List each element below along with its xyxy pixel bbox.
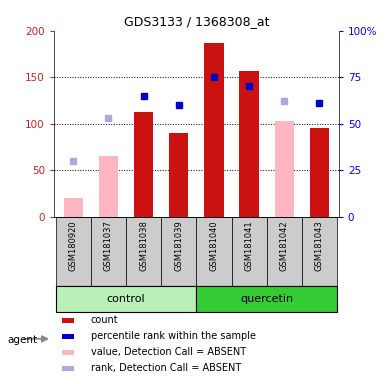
Text: agent: agent — [8, 335, 38, 345]
Text: GSM181039: GSM181039 — [174, 220, 183, 271]
Text: percentile rank within the sample: percentile rank within the sample — [91, 331, 256, 341]
Bar — [62, 318, 74, 323]
Text: GSM181041: GSM181041 — [244, 220, 254, 271]
Bar — [204, 43, 224, 217]
Bar — [310, 128, 329, 217]
Bar — [169, 133, 188, 217]
Bar — [56, 217, 91, 286]
Title: GDS3133 / 1368308_at: GDS3133 / 1368308_at — [124, 15, 269, 28]
Bar — [134, 112, 153, 217]
Bar — [161, 217, 196, 286]
Text: GSM181038: GSM181038 — [139, 220, 148, 271]
Bar — [302, 217, 337, 286]
Text: value, Detection Call = ABSENT: value, Detection Call = ABSENT — [91, 348, 246, 358]
Text: GSM181042: GSM181042 — [280, 220, 289, 271]
Bar — [99, 156, 118, 217]
Bar — [231, 217, 267, 286]
Bar — [62, 350, 74, 354]
Text: quercetin: quercetin — [240, 295, 293, 305]
Bar — [267, 217, 302, 286]
Text: rank, Detection Call = ABSENT: rank, Detection Call = ABSENT — [91, 363, 241, 373]
Bar — [239, 71, 259, 217]
Text: GSM181043: GSM181043 — [315, 220, 324, 271]
Bar — [275, 121, 294, 217]
Text: control: control — [107, 295, 145, 305]
Bar — [56, 286, 196, 313]
Bar — [196, 217, 231, 286]
Bar — [196, 286, 337, 313]
Text: GSM180920: GSM180920 — [69, 220, 78, 271]
Bar — [62, 366, 74, 371]
Bar — [62, 334, 74, 339]
Text: GSM181040: GSM181040 — [209, 220, 218, 271]
Bar — [126, 217, 161, 286]
Text: count: count — [91, 315, 119, 325]
Bar — [91, 217, 126, 286]
Bar — [64, 198, 83, 217]
Text: GSM181037: GSM181037 — [104, 220, 113, 271]
